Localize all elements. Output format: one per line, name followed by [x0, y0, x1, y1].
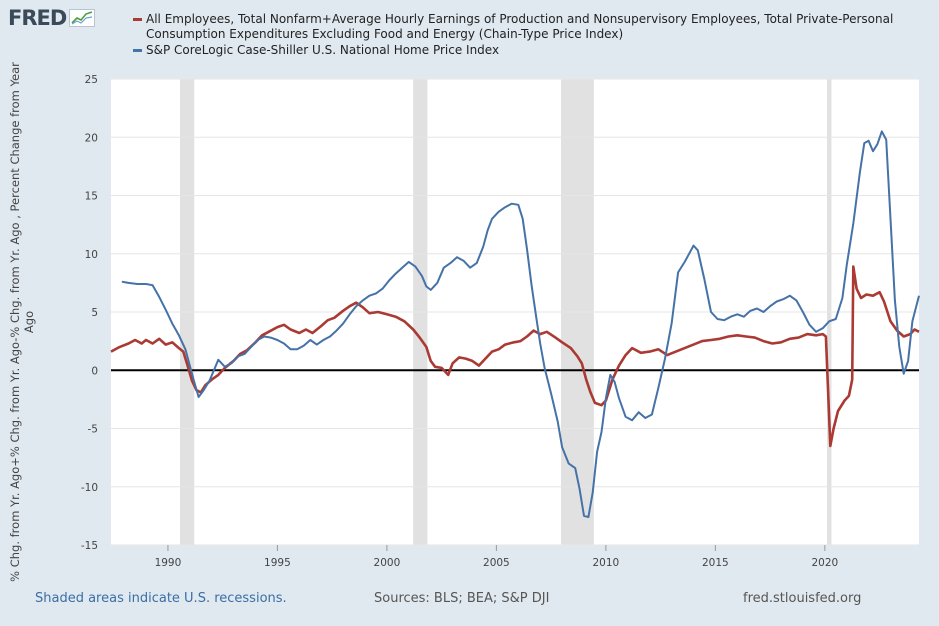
sources-text: Sources: BLS; BEA; S&P DJI	[374, 591, 550, 606]
legend-swatch-series-2	[133, 49, 142, 52]
y-axis-label-line: % Chg. from Yr. Ago+% Chg. from Yr. Ago-…	[8, 62, 22, 582]
legend-label-series-1: All Employees, Total Nonfarm+Average Hou…	[146, 12, 894, 41]
y-axis-label: % Chg. from Yr. Ago+% Chg. from Yr. Ago-…	[8, 62, 36, 582]
series-line-2	[121, 130, 920, 518]
y-tick-label: 10	[85, 249, 98, 261]
x-tick-label: 2005	[483, 557, 510, 569]
y-tick-label: 25	[85, 74, 98, 86]
site-link[interactable]: fred.stlouisfed.org	[743, 591, 862, 606]
y-tick-label: -15	[81, 540, 98, 552]
x-tick-label: 2000	[374, 557, 401, 569]
y-axis-label-line: Ago	[22, 311, 36, 333]
y-tick-label: 20	[85, 132, 98, 144]
recession-note: Shaded areas indicate U.S. recessions.	[35, 591, 287, 606]
legend-label-series-2: S&P CoreLogic Case-Shiller U.S. National…	[146, 43, 500, 57]
y-tick-label: 0	[91, 365, 98, 377]
x-tick-label: 2015	[702, 557, 729, 569]
y-tick-label: 5	[91, 307, 98, 319]
logo-graph-icon	[69, 9, 96, 27]
legend-swatch-series-1	[133, 18, 142, 21]
legend-item-series-2[interactable]: S&P CoreLogic Case-Shiller U.S. National…	[133, 43, 923, 58]
y-tick-label: -5	[88, 424, 98, 436]
chart-legend: All Employees, Total Nonfarm+Average Hou…	[133, 12, 923, 59]
logo-text: FRED	[8, 6, 67, 30]
x-tick-label: 2010	[593, 557, 620, 569]
y-tick-label: 15	[85, 191, 98, 203]
x-tick-label: 1995	[264, 557, 291, 569]
y-tick-label: -10	[81, 482, 98, 494]
legend-item-series-1[interactable]: All Employees, Total Nonfarm+Average Hou…	[133, 12, 923, 42]
fred-logo[interactable]: FRED	[8, 6, 96, 30]
x-tick-label: 1990	[155, 557, 182, 569]
x-tick-label: 2020	[811, 557, 838, 569]
